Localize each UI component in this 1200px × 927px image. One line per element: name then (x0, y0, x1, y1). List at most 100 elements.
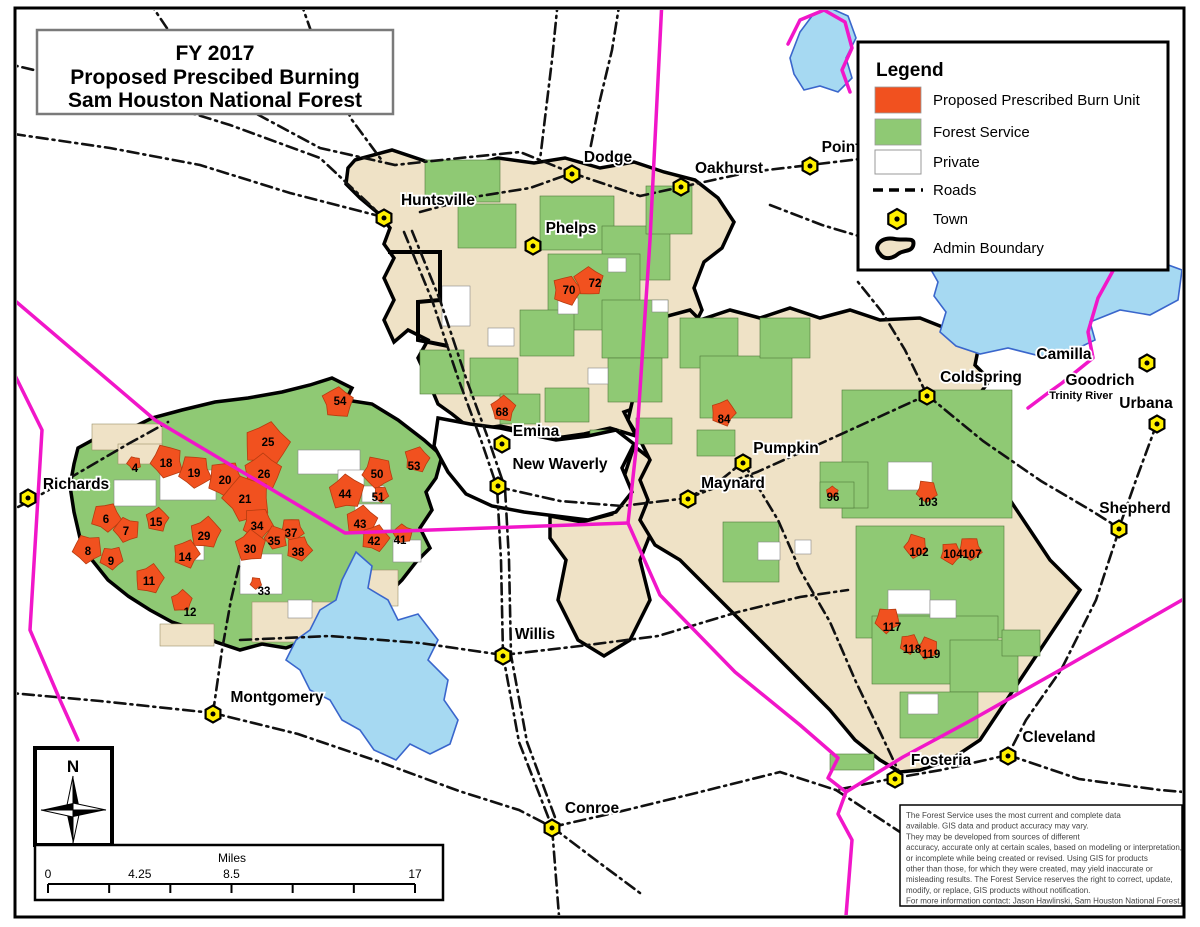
burn-unit (234, 528, 266, 561)
burn-unit-label: 30 (244, 544, 257, 556)
scale-bar: Miles 0 4.25 8.5 17 (33, 843, 445, 902)
map-title-line-3: Sam Houston National Forest (68, 89, 362, 112)
burn-unit (940, 543, 963, 566)
burn-unit-label: 37 (285, 528, 298, 540)
burn-unit-label: 20 (219, 475, 232, 487)
burn-unit-label: 14 (179, 552, 192, 564)
burn-unit (712, 399, 737, 427)
town-marker-dot (678, 184, 684, 190)
road (418, 171, 574, 214)
road (17, 692, 554, 829)
burn-unit-label: 4 (132, 463, 139, 475)
forest-service-patch (696, 429, 736, 457)
legend-item: Proposed Prescribed Burn Unit (874, 86, 1141, 114)
private-inholding (794, 539, 812, 555)
disclaimer-box: The Forest Service uses the most current… (899, 804, 1183, 907)
road (410, 229, 558, 822)
burn-unit (573, 266, 604, 295)
private-inholding (287, 599, 313, 619)
disclaimer-line: other than those, for which they were cr… (906, 865, 1153, 874)
legend-item: Town (887, 207, 968, 231)
legend-item-label: Town (933, 211, 968, 228)
burn-unit (174, 539, 201, 569)
town-label: Phelps (546, 220, 597, 237)
burn-unit-label: 38 (292, 547, 305, 559)
burn-unit-label: 6 (103, 514, 109, 526)
title-box: FY 2017 Proposed Prescibed Burning Sam H… (35, 28, 395, 116)
burn-unit-label: 26 (258, 469, 271, 481)
magenta-boundary-line (844, 598, 1182, 794)
town-marker-dot (530, 243, 536, 249)
burn-unit-label: 84 (718, 414, 731, 426)
burn-unit-label: 51 (372, 492, 385, 504)
legend-item-label: Private (933, 154, 980, 171)
burn-unit (899, 634, 920, 656)
burn-unit-label: 15 (150, 517, 163, 529)
burn-unit-label: 25 (262, 437, 275, 449)
burn-unit-label: 41 (394, 535, 407, 547)
burn-unit (99, 546, 124, 571)
burn-unit (112, 516, 139, 543)
town-label: Willis (515, 626, 555, 643)
town-marker-dot (381, 215, 387, 221)
admin-boundary-symbol-icon (875, 236, 916, 261)
town-label: Dodge (584, 149, 633, 166)
road (925, 393, 1121, 530)
burn-unit-label: 29 (198, 531, 211, 543)
town-marker-dot (1144, 360, 1150, 366)
road (834, 753, 1010, 792)
private-inholding (907, 693, 939, 715)
burn-unit-label: 18 (160, 458, 173, 470)
disclaimer-line: They may be developed from sources of di… (906, 832, 1081, 841)
scale-unit-label: Miles (218, 851, 246, 865)
town-marker-dot (569, 171, 575, 177)
burn-unit-label: 72 (589, 278, 602, 290)
burn-unit (91, 503, 123, 533)
forest-service-patch (819, 481, 855, 509)
forest-service-patch (419, 349, 465, 395)
town-label: Richards (43, 476, 109, 493)
burn-unit-label: 12 (184, 607, 197, 619)
burn-unit-label: 118 (903, 644, 922, 656)
burn-unit-label: 9 (108, 556, 114, 568)
burn-unit (171, 588, 193, 611)
road (550, 770, 838, 829)
burn-unit-label: 54 (334, 396, 347, 408)
burn-unit-label: 21 (239, 494, 252, 506)
disclaimer-line: accuracy, accurate only at certain scale… (906, 843, 1182, 852)
burn-unit-swatch-icon (874, 86, 922, 114)
town-label: Emina (513, 423, 560, 440)
burn-unit (145, 506, 170, 532)
burn-unit (178, 456, 213, 489)
private-inholding (587, 367, 609, 385)
road (588, 10, 620, 152)
burn-unit (958, 538, 983, 561)
burn-unit-label: 8 (85, 546, 92, 558)
burn-unit (126, 456, 141, 471)
burn-unit (328, 473, 365, 509)
town-marker-dot (685, 496, 691, 502)
legend-item-label: Admin Boundary (933, 240, 1044, 257)
town-label: Conroe (565, 800, 620, 817)
road (550, 825, 642, 895)
burn-unit (149, 444, 183, 479)
town-marker-dot (807, 163, 813, 169)
town-marker-dot (1154, 421, 1160, 427)
burn-unit-label: 102 (909, 547, 928, 559)
forest-service-patch (519, 309, 575, 357)
forest-service-patch (457, 203, 517, 249)
private-inholding (113, 479, 157, 507)
burn-unit (287, 536, 314, 562)
legend-item-label: Roads (933, 182, 976, 199)
burn-unit-label: 34 (251, 521, 264, 533)
burn-unit (553, 275, 583, 306)
burn-unit-label: 119 (922, 649, 941, 661)
disclaimer-line: or incomplete while being created or rev… (906, 854, 1148, 863)
burn-unit (372, 486, 390, 504)
burn-unit (71, 535, 102, 565)
burn-unit-label: 107 (962, 549, 981, 561)
burn-unit (404, 446, 431, 473)
disclaimer-line: available. GIS data and product accuracy… (906, 822, 1089, 831)
burn-unit-label: 68 (496, 407, 509, 419)
